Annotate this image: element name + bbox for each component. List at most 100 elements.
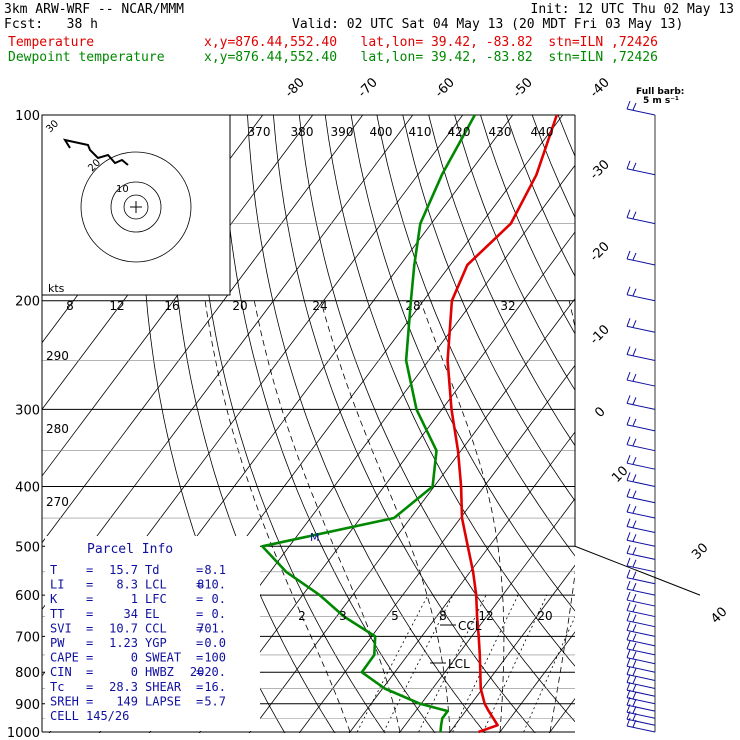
dry-adiabat-line [610,115,740,740]
wind-barb-shaft [626,681,656,689]
wind-barb-shaft [626,108,656,116]
parcel-info-label: SREH [50,694,79,708]
temperature-location: x,y=876.44,552.40 lat,lon= 39.42, -83.82… [204,35,658,50]
wind-barb-feather [626,591,631,601]
parcel-info-value: 1 [131,592,138,606]
wind-barb-feather [632,713,637,721]
wind-barb-shaft [626,657,656,665]
wind-barb [626,395,656,410]
parcel-info-equals: = [196,592,203,606]
parcel-info-label: SWEAT [145,651,181,665]
wind-barb-feather [632,534,637,542]
parcel-info-label: LCL [145,578,167,592]
wind-barb-feather [632,684,637,692]
side-theta-label: 290 [46,349,69,363]
wind-barb-shaft [626,402,656,410]
isotherm-line [42,115,314,477]
temperature-label: 0 [592,404,608,420]
wind-barb-shaft [626,444,656,452]
wind-barb-feather [626,346,631,355]
parcel-info-equals: = [86,651,93,665]
wind-barb-feather [626,580,631,590]
wind-barb-feather [626,518,631,527]
dry-adiabat-line [402,115,575,502]
parcel-info-equals: = [86,665,93,679]
wind-barb-feather [632,668,637,676]
theta-label: 420 [448,125,471,139]
parcel-info-label: LFC [145,592,167,606]
isotherm-line [42,115,364,544]
mixing-ratio-line [523,615,575,733]
lcl-marker: LCL [448,657,470,671]
wind-barb [626,286,656,302]
side-theta-label: 270 [46,495,69,509]
parcel-info-equals: = [196,563,203,577]
parcel-info-label: SHEAR [145,680,182,694]
wind-barb-feather [632,438,637,446]
wind-barb-feather [626,622,631,631]
wind-barb-shaft [626,325,656,333]
pressure-label: 600 [15,589,40,604]
pressure-label: 100 [15,109,40,124]
parcel-info-value: 0.0 [204,636,226,650]
pressure-label: 700 [15,630,40,645]
wind-barb [626,557,656,573]
isotherm-line [398,497,575,733]
wind-barb-shaft [626,588,656,596]
parcel-info-label: T [50,563,57,577]
wind-barb-feather [632,559,637,568]
wind-barb-shaft [626,258,656,266]
parcel-info-value: 28.3 [109,680,138,694]
wind-barb [626,696,656,712]
dry-adiabat-line [298,115,575,723]
parcel-info-value: 1.23 [109,636,138,650]
parcel-info-value: 0 [131,651,138,665]
wind-barb-shaft [626,711,656,719]
wind-barb-shaft [626,462,656,470]
dry-adiabat-line [584,115,740,740]
wind-barb-feather [626,666,631,675]
temperature-label: -30 [587,157,613,183]
isotherm-line [590,101,740,740]
parcel-info-label: Tc [50,680,64,694]
wind-barb-shaft [626,565,656,573]
dewpoint-profile [260,115,476,733]
parcel-info-label: CELL [50,709,79,723]
wind-barb [626,580,656,596]
ccl-marker: CCL [458,619,482,633]
mixing-ratio-label: 12 [478,609,493,623]
wind-barb-feather [626,436,631,445]
side-theta-label: 280 [46,422,69,436]
hodograph-speed-label: 24 [312,299,327,313]
wind-barb-feather [632,676,637,684]
wind-barb-shaft [626,424,656,432]
parcel-info-value: 5.7 [204,694,226,708]
wind-barb-shaft [626,539,656,547]
parcel-info-equals: = [196,607,203,621]
wind-barb-feather [632,547,637,555]
parcel-info-value: 100 [204,651,226,665]
wind-barb [626,682,656,697]
temperature-label: 10 [609,464,631,486]
theta-label: 410 [409,125,432,139]
wind-barb-feather [626,640,631,650]
mixing-ratio-label: 20 [537,609,552,623]
hodograph-units: kts [48,282,65,295]
model-title: 3km ARW-WRF -- NCAR/MMM [4,2,185,17]
parcel-info-equals: = [86,607,93,621]
temperature-label: -40 [587,75,613,101]
temperature-label: 40 [708,605,730,627]
wind-barb [626,612,656,628]
wind-barb-shaft [626,665,656,673]
wind-barb-feather [632,642,637,651]
moist-adiabat-line [320,300,451,733]
valid-time: Valid: 02 UTC Sat 04 May 13 (20 MDT Fri … [292,17,684,32]
theta-label: 390 [331,125,354,139]
wind-barb-feather [626,209,631,218]
wind-barb-feather [632,397,637,405]
dry-adiabat-line [557,115,575,158]
pressure-label: 800 [15,666,40,681]
parcel-info-equals: = [86,592,93,606]
